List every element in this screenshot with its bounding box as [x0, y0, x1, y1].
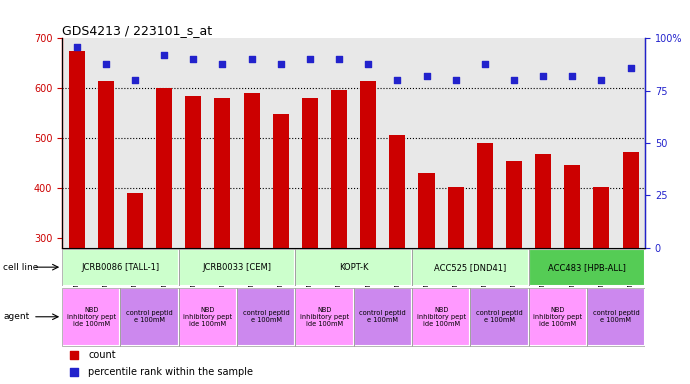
Bar [179, 288, 237, 346]
Text: NBD
inhibitory pept
ide 100mM: NBD inhibitory pept ide 100mM [67, 307, 116, 327]
Point [304, 56, 315, 63]
Point [566, 73, 578, 79]
Text: cell line: cell line [3, 263, 39, 271]
Bar [586, 288, 645, 346]
Bar [412, 248, 529, 286]
Bar [471, 288, 529, 346]
Text: control peptid
e 100mM: control peptid e 100mM [593, 310, 640, 323]
Bar [471, 288, 529, 346]
Point [480, 60, 491, 66]
Text: control peptid
e 100mM: control peptid e 100mM [359, 310, 406, 323]
Bar [62, 248, 179, 286]
Bar [156, 88, 172, 384]
Bar [179, 248, 295, 286]
Bar [593, 187, 609, 384]
Bar [448, 187, 464, 384]
Text: control peptid
e 100mM: control peptid e 100mM [126, 310, 173, 323]
Text: NBD
inhibitory pept
ide 100mM: NBD inhibitory pept ide 100mM [533, 307, 582, 327]
Bar [586, 288, 645, 346]
Bar [295, 288, 353, 346]
Bar [360, 81, 376, 384]
Bar [179, 288, 237, 346]
Bar [215, 98, 230, 384]
Point [68, 352, 79, 358]
Point [392, 77, 403, 83]
Bar [295, 248, 412, 286]
Bar [121, 288, 179, 346]
Point [421, 73, 432, 79]
Bar [62, 288, 121, 346]
Bar [529, 248, 645, 286]
Bar [62, 288, 121, 346]
Point [363, 60, 374, 66]
Point [246, 56, 257, 63]
Bar [529, 288, 586, 346]
Text: JCRB0086 [TALL-1]: JCRB0086 [TALL-1] [81, 263, 159, 271]
Point [625, 65, 636, 71]
Bar [331, 90, 347, 384]
Bar [622, 152, 638, 384]
Point [333, 56, 344, 63]
Point [450, 77, 461, 83]
Point [68, 369, 79, 375]
Point [100, 60, 111, 66]
Bar [273, 114, 288, 384]
Text: ACC483 [HPB-ALL]: ACC483 [HPB-ALL] [548, 263, 626, 271]
Text: JCRB0033 [CEM]: JCRB0033 [CEM] [203, 263, 271, 271]
Bar [529, 248, 645, 286]
Bar [419, 173, 435, 384]
Text: agent: agent [3, 312, 30, 321]
Text: ACC525 [DND41]: ACC525 [DND41] [434, 263, 506, 271]
Bar [98, 81, 114, 384]
Text: NBD
inhibitory pept
ide 100mM: NBD inhibitory pept ide 100mM [417, 307, 466, 327]
Bar [412, 288, 471, 346]
Bar [244, 93, 259, 384]
Text: NBD
inhibitory pept
ide 100mM: NBD inhibitory pept ide 100mM [300, 307, 349, 327]
Bar [302, 98, 318, 384]
Point [275, 60, 286, 66]
Bar [353, 288, 412, 346]
Bar [389, 135, 405, 384]
Bar [529, 288, 586, 346]
Point [596, 77, 607, 83]
Bar [69, 51, 85, 384]
Text: count: count [88, 350, 116, 360]
Bar [179, 248, 295, 286]
Point [159, 52, 170, 58]
Bar [506, 161, 522, 384]
Bar [295, 248, 412, 286]
Text: GDS4213 / 223101_s_at: GDS4213 / 223101_s_at [62, 24, 213, 37]
Text: percentile rank within the sample: percentile rank within the sample [88, 367, 253, 377]
Bar [412, 248, 529, 286]
Text: control peptid
e 100mM: control peptid e 100mM [243, 310, 290, 323]
Bar [186, 96, 201, 384]
Point [71, 44, 82, 50]
Bar [237, 288, 295, 346]
Bar [237, 288, 295, 346]
Bar [477, 143, 493, 384]
Text: control peptid
e 100mM: control peptid e 100mM [476, 310, 523, 323]
Text: NBD
inhibitory pept
ide 100mM: NBD inhibitory pept ide 100mM [184, 307, 233, 327]
Point [217, 60, 228, 66]
Bar [353, 288, 412, 346]
Point [130, 77, 141, 83]
Bar [295, 288, 353, 346]
Point [538, 73, 549, 79]
Bar [535, 154, 551, 384]
Bar [564, 165, 580, 384]
Point [509, 77, 520, 83]
Text: KOPT-K: KOPT-K [339, 263, 368, 271]
Bar [62, 248, 179, 286]
Bar [412, 288, 471, 346]
Bar [121, 288, 179, 346]
Bar [127, 193, 143, 384]
Point [188, 56, 199, 63]
